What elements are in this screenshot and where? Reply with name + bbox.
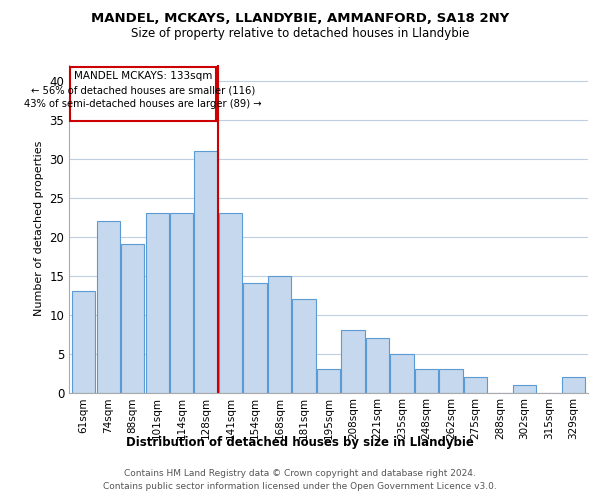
- Bar: [194, 151, 218, 392]
- Bar: [244, 284, 266, 393]
- Bar: [219, 213, 242, 392]
- Bar: [268, 276, 291, 392]
- Bar: [464, 377, 487, 392]
- Text: Size of property relative to detached houses in Llandybie: Size of property relative to detached ho…: [131, 28, 469, 40]
- Bar: [366, 338, 389, 392]
- Bar: [97, 221, 120, 392]
- FancyBboxPatch shape: [70, 66, 216, 121]
- Text: Distribution of detached houses by size in Llandybie: Distribution of detached houses by size …: [126, 436, 474, 449]
- Text: Contains public sector information licensed under the Open Government Licence v3: Contains public sector information licen…: [103, 482, 497, 491]
- Bar: [562, 377, 585, 392]
- Bar: [72, 291, 95, 392]
- Text: MANDEL MCKAYS: 133sqm: MANDEL MCKAYS: 133sqm: [74, 71, 212, 81]
- Text: 43% of semi-detached houses are larger (89) →: 43% of semi-detached houses are larger (…: [24, 100, 262, 110]
- Bar: [121, 244, 144, 392]
- Bar: [317, 369, 340, 392]
- Bar: [391, 354, 413, 393]
- Bar: [146, 213, 169, 392]
- Bar: [341, 330, 365, 392]
- Bar: [439, 369, 463, 392]
- Bar: [170, 213, 193, 392]
- Text: MANDEL, MCKAYS, LLANDYBIE, AMMANFORD, SA18 2NY: MANDEL, MCKAYS, LLANDYBIE, AMMANFORD, SA…: [91, 12, 509, 26]
- Bar: [292, 299, 316, 392]
- Bar: [513, 384, 536, 392]
- Text: ← 56% of detached houses are smaller (116): ← 56% of detached houses are smaller (11…: [31, 86, 255, 96]
- Bar: [415, 369, 438, 392]
- Text: Contains HM Land Registry data © Crown copyright and database right 2024.: Contains HM Land Registry data © Crown c…: [124, 469, 476, 478]
- Y-axis label: Number of detached properties: Number of detached properties: [34, 141, 44, 316]
